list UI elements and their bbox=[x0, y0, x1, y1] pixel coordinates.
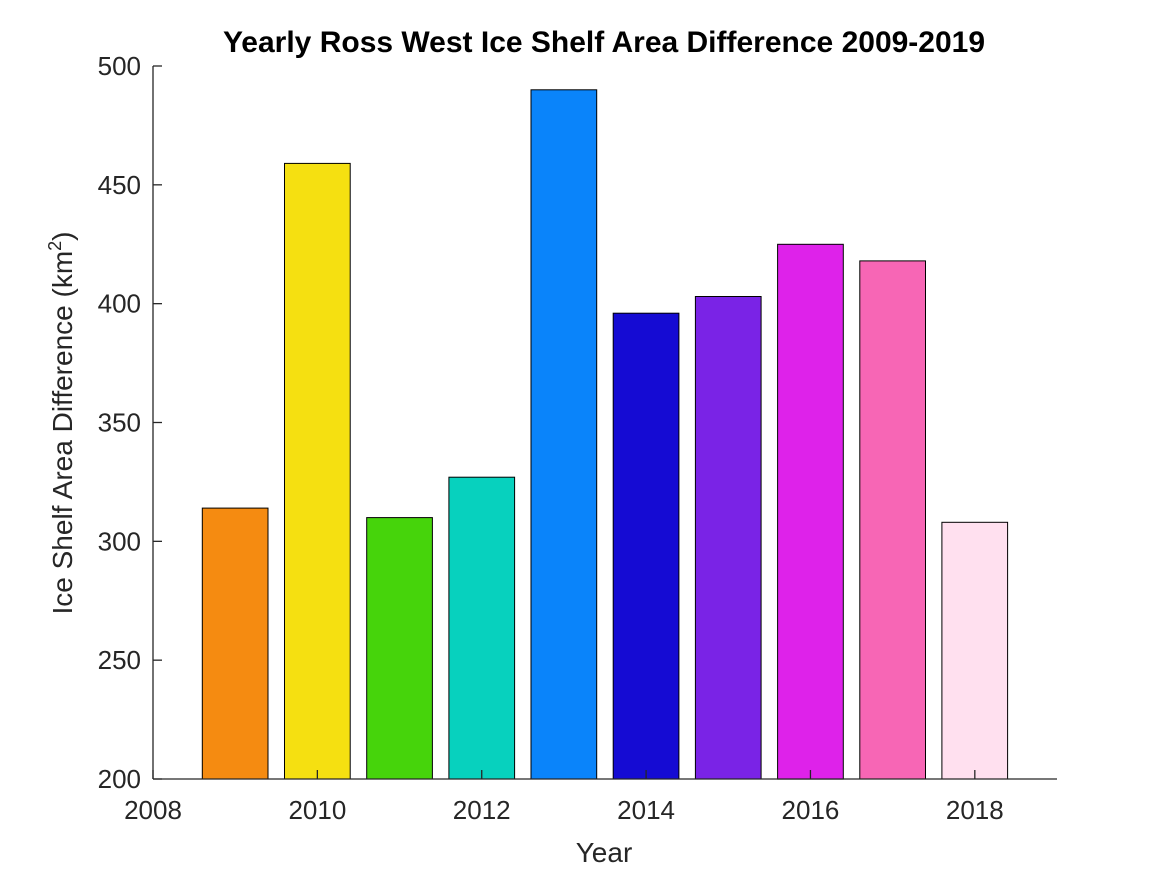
x-tick-label-2016: 2016 bbox=[782, 795, 840, 825]
bar-2017 bbox=[859, 260, 926, 780]
y-tick-label-400: 400 bbox=[98, 289, 141, 319]
bar-2014 bbox=[612, 312, 680, 780]
y-tick-label-250: 250 bbox=[98, 645, 141, 675]
y-axis-label-superscript: 2 bbox=[45, 241, 65, 251]
bar-2011 bbox=[366, 517, 433, 780]
x-ticks-group: 2008 2010 2012 2014 2016 2018 bbox=[124, 770, 1004, 825]
bars-group bbox=[201, 89, 1009, 780]
x-axis-label: Year bbox=[576, 837, 633, 868]
bar-2015 bbox=[694, 296, 762, 780]
chart-title: Yearly Ross West Ice Shelf Area Differen… bbox=[223, 26, 985, 59]
x-tick-label-2008: 2008 bbox=[124, 795, 182, 825]
y-tick-label-500: 500 bbox=[98, 51, 141, 81]
bar-2018 bbox=[941, 521, 1009, 780]
x-tick-label-2014: 2014 bbox=[617, 795, 675, 825]
bar-2010 bbox=[284, 162, 351, 780]
y-tick-label-200: 200 bbox=[98, 764, 141, 794]
bar-2013 bbox=[530, 89, 598, 780]
y-tick-label-450: 450 bbox=[98, 170, 141, 200]
y-axis-label-close: ) bbox=[47, 232, 78, 241]
x-tick-label-2018: 2018 bbox=[946, 795, 1004, 825]
y-tick-label-350: 350 bbox=[98, 408, 141, 438]
x-tick-label-2012: 2012 bbox=[453, 795, 511, 825]
y-ticks-group: 200 250 300 350 400 450 500 bbox=[98, 51, 162, 794]
bar-2009 bbox=[201, 507, 269, 780]
y-axis-label: Ice Shelf Area Difference (km2) bbox=[45, 232, 78, 615]
bar-2016 bbox=[777, 243, 844, 780]
y-axis-label-main: Ice Shelf Area Difference (km bbox=[47, 251, 78, 615]
x-tick-label-2010: 2010 bbox=[288, 795, 346, 825]
y-tick-label-300: 300 bbox=[98, 526, 141, 556]
bar-2012 bbox=[448, 476, 516, 780]
